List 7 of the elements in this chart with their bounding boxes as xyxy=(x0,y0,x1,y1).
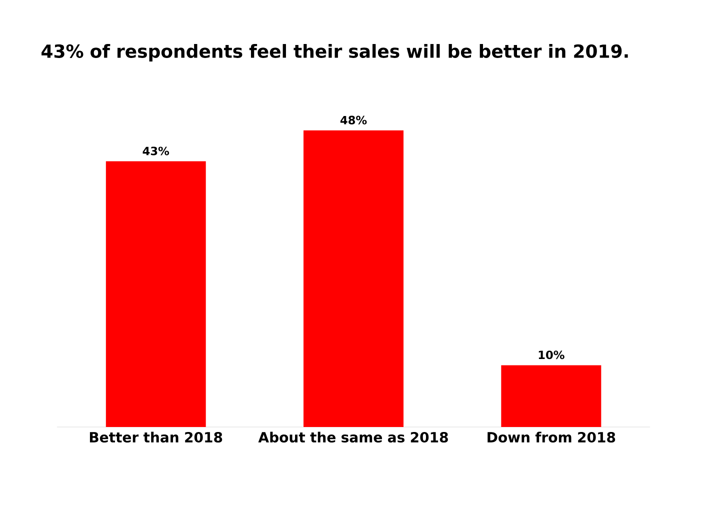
x-tick-label: About the same as 2018 xyxy=(258,432,448,443)
data-label: 48% xyxy=(340,116,367,124)
x-tick-label: Down from 2018 xyxy=(488,432,616,443)
data-label: 10% xyxy=(538,350,564,360)
chart-title: 43% of respondents feel their sales will be better in 2019. xyxy=(42,44,628,62)
data-label: 43% xyxy=(142,146,170,156)
x-tick-label: Better than 2018 xyxy=(90,432,222,443)
